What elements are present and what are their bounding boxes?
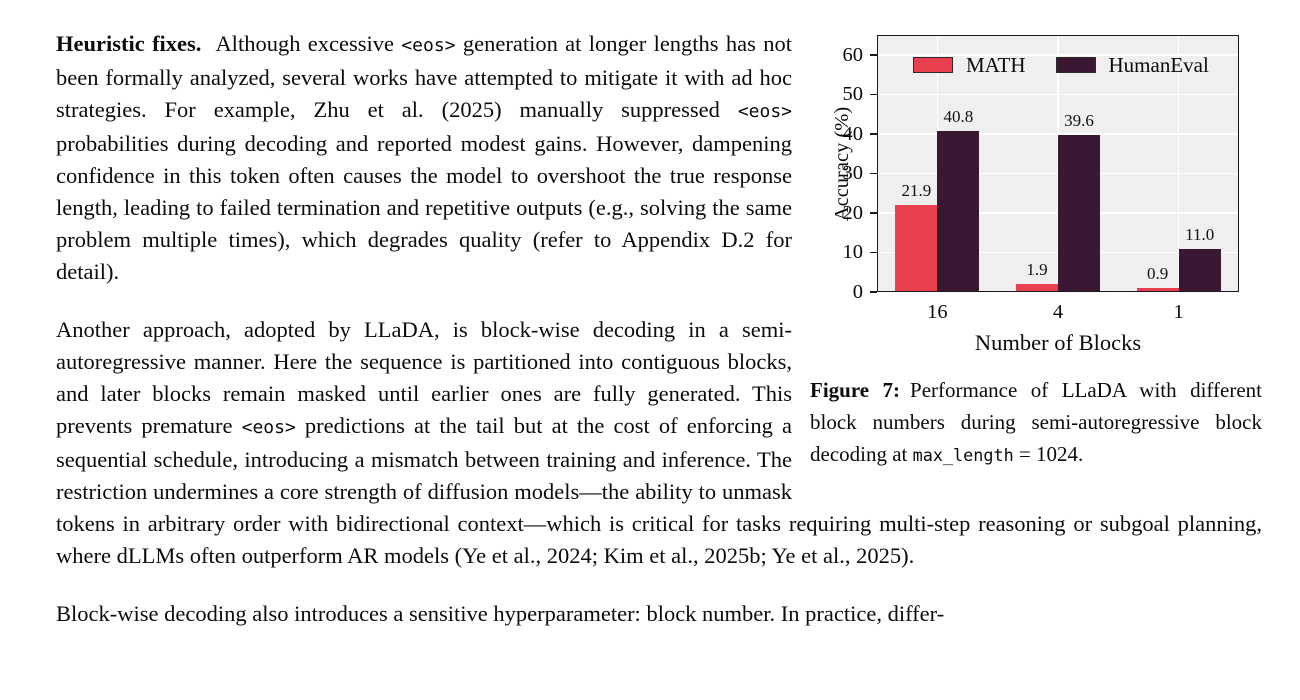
legend-swatch-humaneval (1055, 57, 1096, 73)
bar-value-label: 11.0 (1185, 224, 1215, 244)
bar-humaneval-16 (937, 130, 980, 292)
y-tick-mark (870, 251, 877, 254)
bar-value-label: 40.8 (943, 106, 974, 126)
y-tick-label: 20 (842, 201, 864, 224)
chart-plot-area: 21.9 1.9 0.9 40.8 39.6 11.0 MATH HumanEval (877, 35, 1239, 292)
y-tick-label: 50 (842, 83, 864, 106)
paragraph2-text-2: predictions at the tail but at the cost … (56, 413, 1262, 568)
legend-label-humaneval: HumanEval (1108, 53, 1209, 77)
y-tick-label: 60 (842, 43, 864, 66)
chart-legend: MATH HumanEval (913, 49, 1209, 81)
paragraph-block-wise: Another approach, adopted by LLaDA, is b… (56, 314, 1262, 572)
y-tick-mark (870, 93, 877, 96)
y-axis-title: Accuracy (%) (831, 106, 853, 221)
paragraph1-text-3: probabilities during decoding and report… (56, 131, 792, 284)
x-tick-label: 16 (927, 301, 948, 323)
figure7-caption-text-2: = 1024. (1013, 442, 1084, 466)
legend-label-math: MATH (966, 53, 1026, 77)
bar-math-1 (1136, 288, 1179, 292)
y-tick-label: 40 (842, 122, 864, 145)
figure7: 21.9 1.9 0.9 40.8 39.6 11.0 MATH HumanEval 0 10 20… (810, 28, 1262, 506)
bar-value-label: 0.9 (1147, 264, 1169, 284)
x-axis-title: Number of Blocks (974, 330, 1142, 355)
y-tick-mark (870, 291, 877, 293)
paragraph-heuristic-fixes: Heuristic fixes. Although excessive <eos>… (56, 28, 1262, 288)
y-tick-label: 10 (842, 241, 864, 264)
paragraph1-text-2: generation at longer lengths has not bee… (56, 31, 792, 122)
eos-token: <eos> (737, 101, 792, 122)
gridline-vertical (1177, 35, 1180, 292)
y-tick-mark (870, 133, 877, 135)
eos-token: <eos> (401, 35, 456, 56)
bar-value-label: 1.9 (1026, 260, 1048, 280)
y-tick-mark (870, 212, 877, 214)
x-tick-label: 1 (1173, 301, 1184, 323)
bar-humaneval-4 (1058, 135, 1100, 292)
y-tick-mark (870, 172, 877, 175)
legend-swatch-math (913, 57, 953, 73)
figure7-caption: Figure 7: Performance of LLaDA with diffe… (810, 374, 1262, 471)
paragraph-hyperparameter-clipped: Block-wise decoding also introduces a se… (56, 601, 945, 626)
figure7-caption-label: Figure 7: (810, 378, 901, 402)
bar-value-label: 39.6 (1064, 111, 1094, 131)
bar-value-label: 21.9 (901, 181, 932, 201)
paragraph1-text: Although excessive (215, 31, 402, 56)
bar-math-4 (1016, 284, 1058, 292)
eos-token: <eos> (241, 417, 296, 438)
gridline-vertical (1057, 35, 1059, 292)
figure7-chart: 21.9 1.9 0.9 40.8 39.6 11.0 MATH HumanEval 0 10 20… (810, 28, 1262, 355)
heuristic-fixes-heading: Heuristic fixes. (56, 31, 202, 56)
bar-humaneval-1 (1178, 248, 1221, 292)
paragraph2-text: Another approach, adopted by LLaDA, is b… (56, 317, 792, 438)
y-tick-label: 0 (852, 281, 863, 303)
y-tick-mark (870, 53, 877, 56)
figure7-caption-code: max_length (912, 445, 1014, 465)
figure7-caption-text: Performance of LLaDA with different bloc… (810, 378, 1262, 466)
bar-math-16 (895, 205, 938, 292)
y-tick-label: 30 (842, 162, 864, 185)
x-tick-label: 4 (1052, 301, 1064, 323)
